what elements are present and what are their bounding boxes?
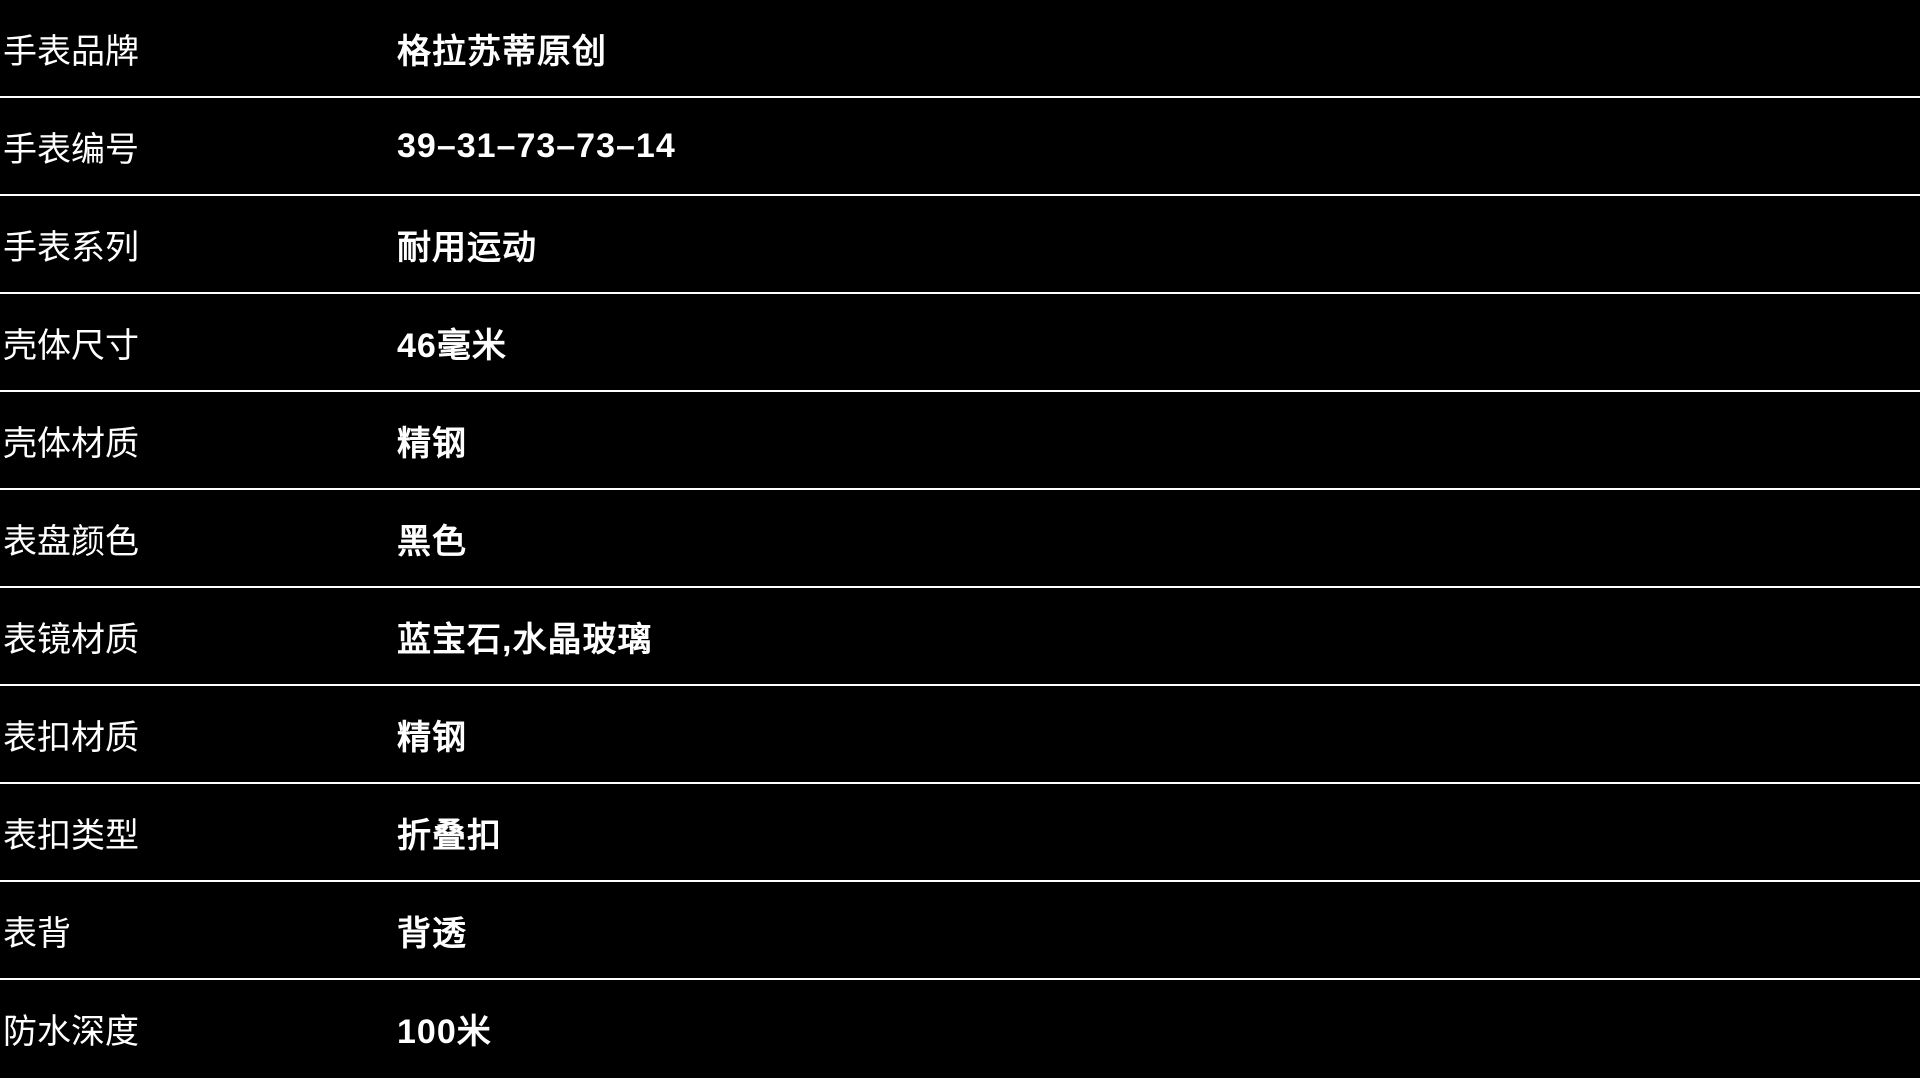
spec-label: 壳体尺寸 (3, 326, 139, 365)
spec-row: 表镜材质 蓝宝石,水晶玻璃 (0, 588, 1920, 686)
spec-row: 手表品牌 格拉苏蒂原创 (0, 0, 1920, 98)
spec-row: 手表编号 39–31–73–73–14 (0, 98, 1920, 196)
spec-value: 格拉苏蒂原创 (397, 32, 607, 71)
spec-value: 黑色 (397, 522, 467, 561)
spec-value: 精钢 (397, 718, 467, 757)
spec-row: 手表系列 耐用运动 (0, 196, 1920, 294)
spec-label: 手表编号 (3, 130, 139, 169)
spec-value: 精钢 (397, 424, 467, 463)
spec-label: 防水深度 (3, 1012, 139, 1051)
spec-row: 表扣材质 精钢 (0, 686, 1920, 784)
spec-value: 耐用运动 (397, 228, 537, 267)
spec-value: 折叠扣 (397, 816, 502, 855)
spec-row: 表盘颜色 黑色 (0, 490, 1920, 588)
spec-value: 39–31–73–73–14 (397, 126, 676, 165)
spec-row: 壳体尺寸 46毫米 (0, 294, 1920, 392)
spec-label: 手表品牌 (3, 32, 139, 71)
spec-value: 100米 (397, 1012, 492, 1051)
spec-label: 表镜材质 (3, 620, 139, 659)
spec-value: 背透 (397, 914, 467, 953)
spec-label: 表背 (3, 914, 71, 953)
spec-row: 壳体材质 精钢 (0, 392, 1920, 490)
spec-row: 表扣类型 折叠扣 (0, 784, 1920, 882)
spec-label: 表盘颜色 (3, 522, 139, 561)
spec-value: 蓝宝石,水晶玻璃 (397, 620, 653, 659)
spec-row: 防水深度 100米 (0, 980, 1920, 1076)
spec-value: 46毫米 (397, 326, 507, 365)
spec-label: 壳体材质 (3, 424, 139, 463)
spec-label: 表扣类型 (3, 816, 139, 855)
spec-label: 表扣材质 (3, 718, 139, 757)
spec-label: 手表系列 (3, 228, 139, 267)
spec-row: 表背 背透 (0, 882, 1920, 980)
